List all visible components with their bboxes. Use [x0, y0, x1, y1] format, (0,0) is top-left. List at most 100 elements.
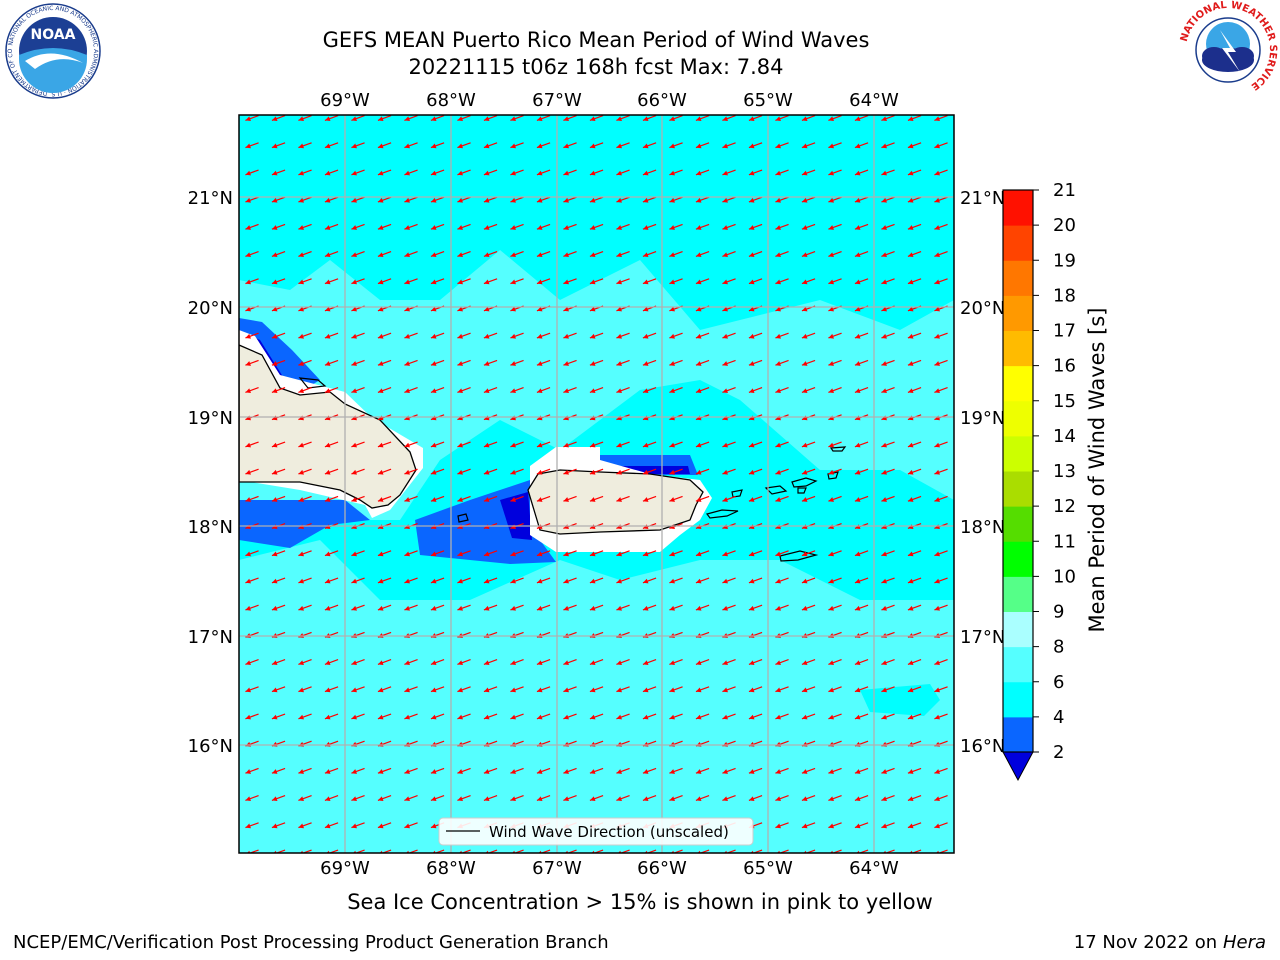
wind-arrow — [271, 686, 286, 693]
wind-arrow — [881, 359, 895, 366]
wind-arrow — [271, 767, 286, 774]
wind-arrow — [404, 441, 418, 448]
wind-arrow — [616, 550, 630, 557]
wind-arrow — [351, 577, 365, 584]
wind-arrow — [616, 659, 630, 666]
map-frame — [238, 114, 955, 854]
wind-arrow — [854, 359, 869, 366]
wind-arrow — [324, 822, 339, 829]
wind-arrow — [430, 550, 445, 557]
wind-arrow — [510, 659, 524, 666]
wind-arrow — [404, 822, 418, 829]
wind-arrow — [775, 495, 789, 502]
wind-arrow — [457, 550, 471, 557]
wind-arrow — [854, 278, 869, 285]
wind-arrow — [775, 278, 789, 285]
wind-arrow — [377, 795, 392, 802]
wind-arrow — [510, 115, 524, 122]
wind-arrow — [642, 223, 657, 230]
wind-arrow — [351, 169, 365, 176]
wind-arrow — [536, 468, 551, 475]
wind-arrow — [722, 142, 736, 149]
wind-arrow — [563, 495, 577, 502]
wind-arrow — [404, 115, 418, 122]
wind-arrow — [457, 577, 471, 584]
wind-arrow — [695, 604, 710, 611]
wind-arrow — [722, 441, 736, 448]
wind-arrow — [589, 495, 604, 502]
wind-arrow — [695, 278, 710, 285]
wind-arrow — [881, 115, 895, 122]
footer-date: 17 Nov 2022 on Hera — [1074, 932, 1266, 953]
wind-arrow — [907, 495, 922, 502]
lon-label-bottom: 67°W — [532, 858, 582, 879]
wind-arrow — [695, 495, 710, 502]
wind-arrow — [775, 713, 789, 720]
wind-arrow — [298, 115, 312, 122]
wind-arrow — [298, 169, 312, 176]
wind-arrow — [324, 278, 339, 285]
wind-arrow — [324, 223, 339, 230]
wind-arrow — [271, 550, 286, 557]
wind-arrow — [616, 332, 630, 339]
lat-label-right: 16°N — [960, 736, 1005, 757]
wind-arrow — [457, 495, 471, 502]
wind-arrow — [748, 659, 763, 666]
wind-arrow — [907, 604, 922, 611]
wind-arrow — [483, 495, 498, 502]
wind-arrow — [748, 686, 763, 693]
wind-arrow — [748, 359, 763, 366]
wind-arrow — [271, 659, 286, 666]
colorbar-segment — [1003, 646, 1033, 683]
wind-arrow — [324, 468, 339, 475]
small-islands — [298, 377, 847, 562]
wind-arrow — [616, 142, 630, 149]
colorbar-segment — [1003, 400, 1033, 437]
wind-arrow — [775, 387, 789, 394]
wind-arrow — [271, 115, 286, 122]
wind-arrow — [404, 577, 418, 584]
wind-arrow — [722, 115, 736, 122]
wind-arrow — [722, 387, 736, 394]
wind-arrow — [483, 142, 498, 149]
wind-arrow — [563, 713, 577, 720]
wind-arrow — [536, 577, 551, 584]
colorbar-tick-label: 18 — [1053, 285, 1076, 306]
wind-arrow — [854, 577, 869, 584]
wind-arrow — [616, 387, 630, 394]
wind-arrow — [642, 142, 657, 149]
wind-arrow — [298, 142, 312, 149]
wind-arrow — [722, 767, 736, 774]
wind-arrow — [642, 441, 657, 448]
wind-arrow — [536, 223, 551, 230]
wind-arrow — [881, 767, 895, 774]
wind-arrow — [748, 468, 763, 475]
lat-label-right: 20°N — [960, 298, 1005, 319]
wind-arrow — [775, 577, 789, 584]
wind-arrow — [536, 332, 551, 339]
wind-arrow — [510, 278, 524, 285]
wind-arrow — [589, 223, 604, 230]
wind-arrow — [377, 713, 392, 720]
wind-arrow — [748, 713, 763, 720]
wind-arrow — [510, 359, 524, 366]
wind-arrow — [377, 359, 392, 366]
wind-arrow — [404, 223, 418, 230]
wind-arrow — [881, 659, 895, 666]
wind-arrow — [748, 387, 763, 394]
wind-arrow — [430, 115, 445, 122]
wind-arrow — [642, 332, 657, 339]
wind-arrow — [298, 686, 312, 693]
wind-arrow — [748, 278, 763, 285]
wind-arrow — [589, 387, 604, 394]
wind-arrow — [669, 332, 683, 339]
wind-arrow — [881, 169, 895, 176]
wind-arrow — [669, 278, 683, 285]
wind-arrow — [271, 169, 286, 176]
wind-arrow — [430, 495, 445, 502]
wind-arrow — [404, 332, 418, 339]
caption: Sea Ice Concentration > 15% is shown in … — [347, 890, 933, 914]
chart-subtitle: 20221115 t06z 168h fcst Max: 7.84 — [408, 55, 784, 79]
colorbar-tick-label: 17 — [1053, 321, 1076, 342]
wind-arrow — [881, 251, 895, 258]
